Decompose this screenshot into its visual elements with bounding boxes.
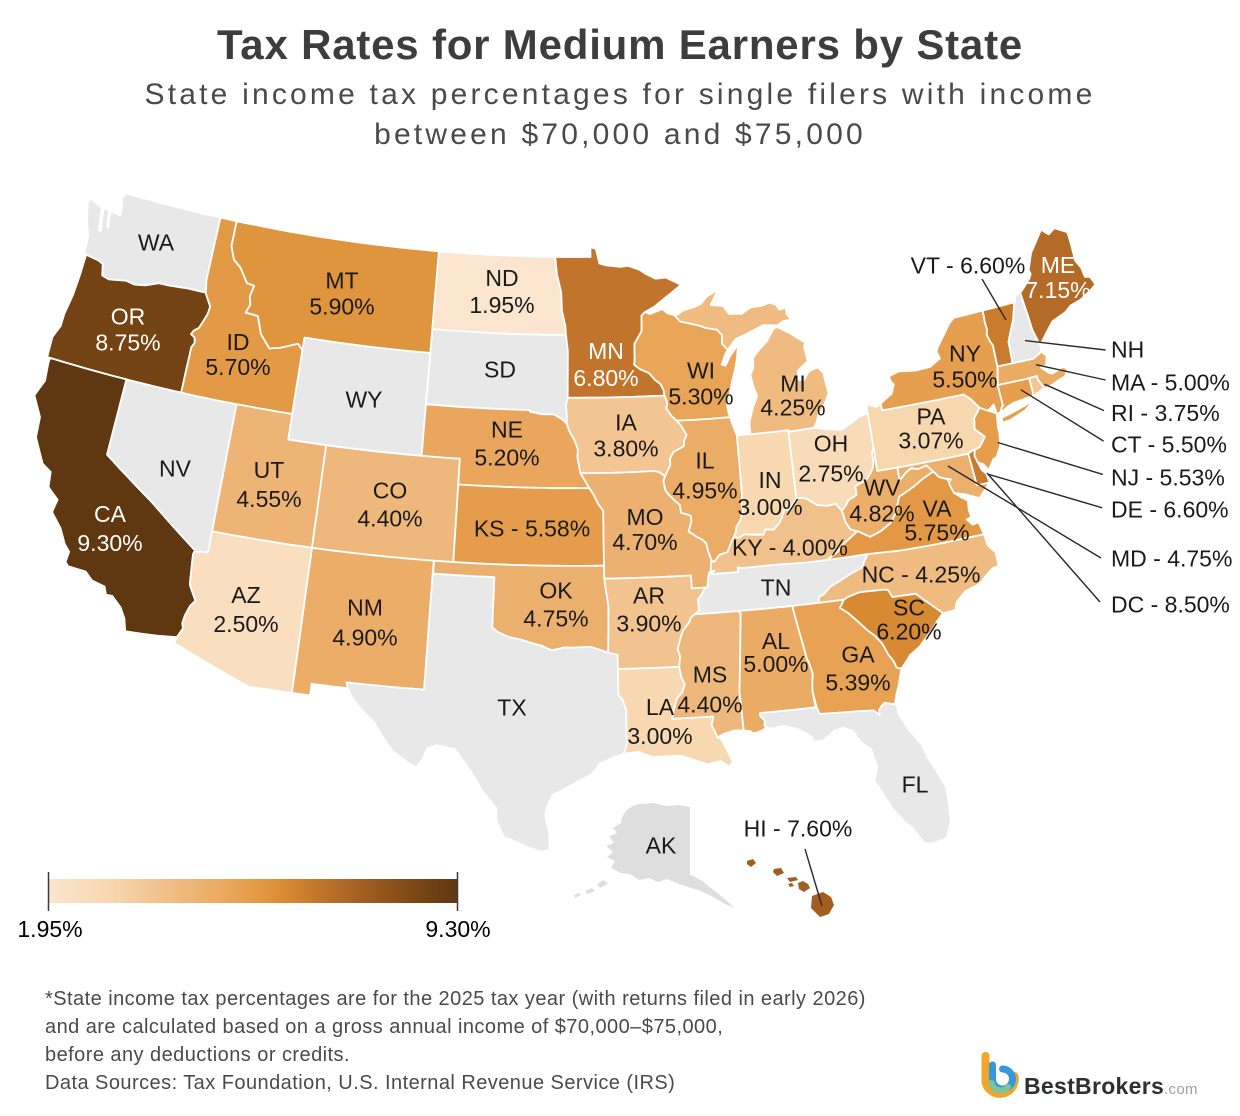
svg-text:FL: FL xyxy=(902,771,929,797)
svg-text:DC - 8.50%: DC - 8.50% xyxy=(1111,591,1230,617)
svg-text:IL: IL xyxy=(695,447,714,473)
svg-text:9.30%: 9.30% xyxy=(425,916,490,942)
svg-text:4.25%: 4.25% xyxy=(760,394,825,420)
svg-text:2.50%: 2.50% xyxy=(213,611,278,637)
svg-text:IN: IN xyxy=(759,467,782,493)
svg-text:5.20%: 5.20% xyxy=(474,444,539,470)
svg-text:3.90%: 3.90% xyxy=(616,610,681,636)
svg-text:5.30%: 5.30% xyxy=(668,383,733,409)
svg-text:NY: NY xyxy=(949,340,981,366)
svg-text:SD: SD xyxy=(484,356,516,382)
svg-text:WV: WV xyxy=(863,474,901,500)
svg-text:ME: ME xyxy=(1041,252,1076,278)
svg-text:5.39%: 5.39% xyxy=(825,669,890,695)
svg-text:5.90%: 5.90% xyxy=(309,293,374,319)
svg-text:DE - 6.60%: DE - 6.60% xyxy=(1111,496,1229,522)
svg-text:3.00%: 3.00% xyxy=(737,494,802,520)
svg-text:CO: CO xyxy=(373,477,408,503)
svg-text:1.95%: 1.95% xyxy=(17,916,82,942)
svg-text:NM: NM xyxy=(347,594,383,620)
svg-text:NH: NH xyxy=(1111,336,1144,362)
svg-text:MI: MI xyxy=(780,370,806,396)
svg-text:WY: WY xyxy=(345,386,382,412)
svg-text:CT - 5.50%: CT - 5.50% xyxy=(1111,431,1227,457)
svg-text:CA: CA xyxy=(94,501,127,527)
svg-text:MA - 5.00%: MA - 5.00% xyxy=(1111,369,1230,395)
svg-text:WI: WI xyxy=(687,357,715,383)
svg-text:NJ - 5.53%: NJ - 5.53% xyxy=(1111,464,1225,490)
svg-text:MO: MO xyxy=(626,504,663,530)
svg-text:5.75%: 5.75% xyxy=(904,519,969,545)
svg-text:VA: VA xyxy=(923,495,953,521)
svg-text:9.30%: 9.30% xyxy=(77,530,142,556)
svg-text:3.80%: 3.80% xyxy=(593,435,658,461)
svg-text:OH: OH xyxy=(814,430,849,456)
svg-text:5.70%: 5.70% xyxy=(205,354,270,380)
svg-text:NV: NV xyxy=(159,455,192,481)
svg-text:HI - 7.60%: HI - 7.60% xyxy=(744,815,853,841)
svg-text:VT - 6.60%: VT - 6.60% xyxy=(911,252,1026,278)
svg-text:AZ: AZ xyxy=(231,582,260,608)
svg-text:4.40%: 4.40% xyxy=(357,505,422,531)
svg-text:4.75%: 4.75% xyxy=(523,605,588,631)
svg-text:PA: PA xyxy=(917,403,947,429)
svg-text:KY - 4.00%: KY - 4.00% xyxy=(732,534,848,560)
svg-text:SC: SC xyxy=(893,594,925,620)
svg-text:TN: TN xyxy=(761,574,792,600)
svg-text:6.20%: 6.20% xyxy=(876,618,941,644)
svg-text:7.15%: 7.15% xyxy=(1025,277,1090,303)
svg-text:RI - 3.75%: RI - 3.75% xyxy=(1111,400,1220,426)
svg-text:MT: MT xyxy=(325,267,358,293)
svg-text:3.07%: 3.07% xyxy=(898,427,963,453)
svg-text:BestBrokers.com: BestBrokers.com xyxy=(1024,1073,1198,1099)
svg-text:MN: MN xyxy=(588,338,624,364)
svg-text:MD - 4.75%: MD - 4.75% xyxy=(1111,545,1232,571)
svg-text:NC - 4.25%: NC - 4.25% xyxy=(862,561,981,587)
svg-text:4.55%: 4.55% xyxy=(236,486,301,512)
svg-text:LA: LA xyxy=(646,694,675,720)
svg-text:4.40%: 4.40% xyxy=(677,691,742,717)
svg-text:4.90%: 4.90% xyxy=(332,624,397,650)
svg-text:2.75%: 2.75% xyxy=(798,460,863,486)
svg-text:AR: AR xyxy=(633,582,665,608)
svg-text:KS - 5.58%: KS - 5.58% xyxy=(474,515,590,541)
svg-text:GA: GA xyxy=(841,641,875,667)
svg-text:TX: TX xyxy=(497,694,526,720)
svg-text:5.50%: 5.50% xyxy=(932,366,997,392)
svg-text:8.75%: 8.75% xyxy=(95,329,160,355)
svg-text:UT: UT xyxy=(254,457,285,483)
svg-text:6.80%: 6.80% xyxy=(573,365,638,391)
svg-text:AL: AL xyxy=(762,628,790,654)
svg-text:4.82%: 4.82% xyxy=(849,500,914,526)
svg-text:ND: ND xyxy=(485,265,518,291)
svg-text:OK: OK xyxy=(539,577,573,603)
svg-text:4.70%: 4.70% xyxy=(612,529,677,555)
svg-text:WA: WA xyxy=(138,229,175,255)
svg-text:MS: MS xyxy=(693,661,728,687)
svg-text:ID: ID xyxy=(227,329,250,355)
svg-text:OR: OR xyxy=(111,303,146,329)
svg-text:IA: IA xyxy=(615,409,637,435)
svg-text:NE: NE xyxy=(491,416,523,442)
svg-text:3.00%: 3.00% xyxy=(627,723,692,749)
svg-text:5.00%: 5.00% xyxy=(743,651,808,677)
svg-text:1.95%: 1.95% xyxy=(469,292,534,318)
svg-text:AK: AK xyxy=(646,832,677,858)
svg-text:4.95%: 4.95% xyxy=(672,477,737,503)
